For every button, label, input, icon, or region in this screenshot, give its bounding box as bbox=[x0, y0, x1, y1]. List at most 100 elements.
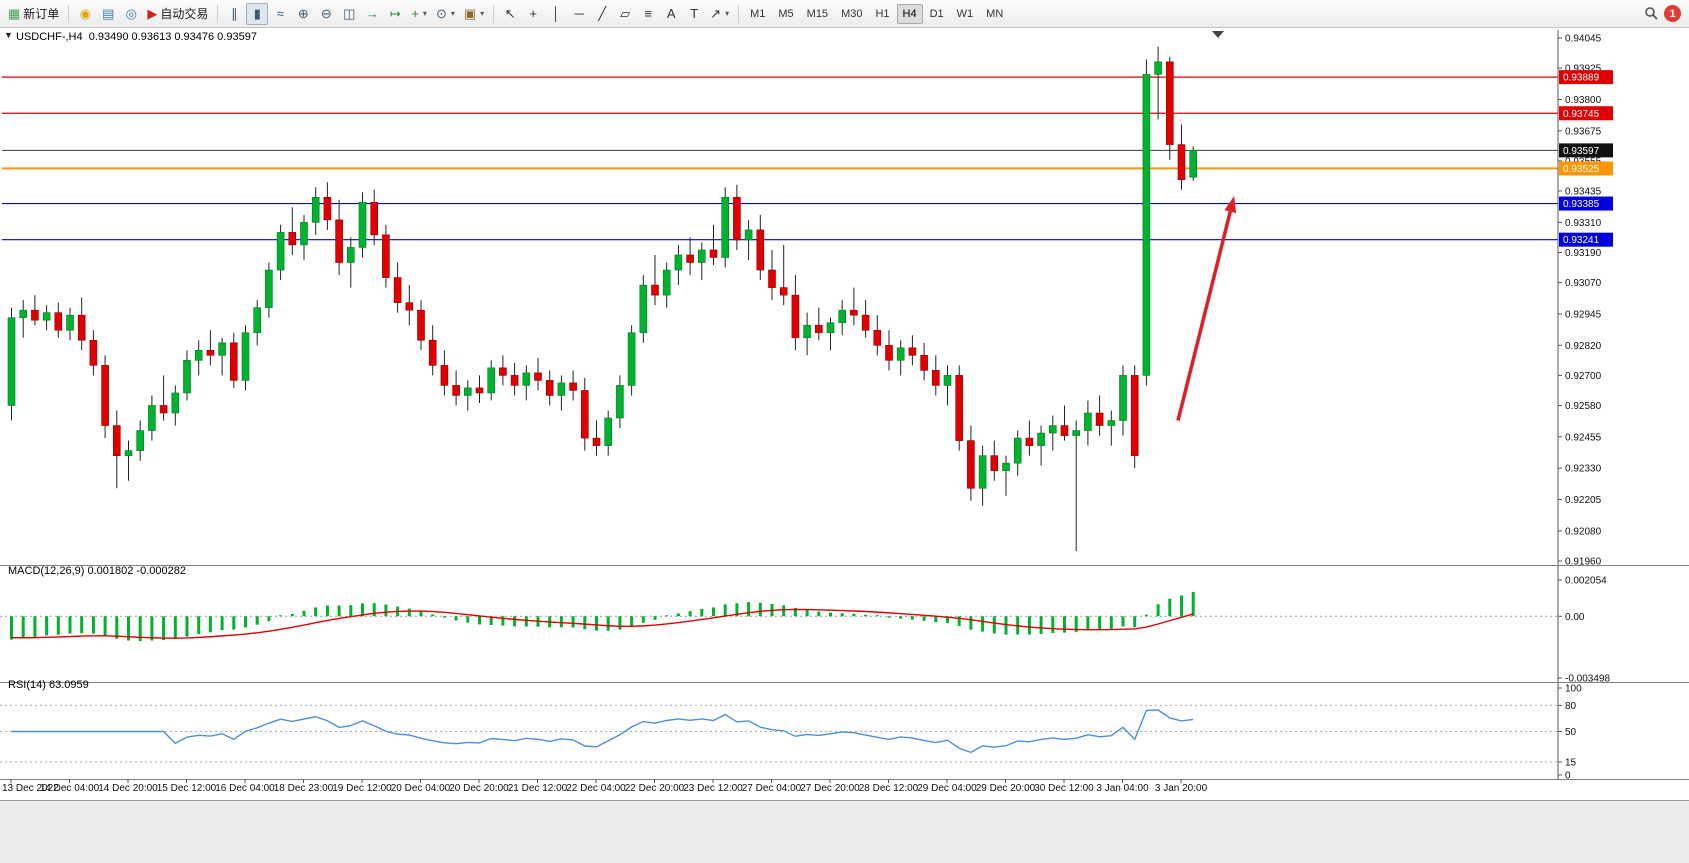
line-chart-button[interactable]: ≈ bbox=[269, 3, 291, 25]
candle-body bbox=[1049, 425, 1057, 434]
candlestick-chart-button[interactable]: ▮ bbox=[246, 2, 269, 25]
timeframe-h1-button[interactable]: H1 bbox=[875, 7, 890, 20]
workspace-background bbox=[0, 800, 1689, 863]
channel-button[interactable]: ▱ bbox=[614, 3, 636, 25]
text-icon: A bbox=[666, 6, 676, 21]
notification-badge[interactable]: 1 bbox=[1664, 5, 1681, 22]
candle-body bbox=[77, 314, 86, 341]
timeframe-m30-button[interactable]: M30 bbox=[841, 7, 863, 20]
timeframe-m5-button[interactable]: M5 bbox=[778, 7, 794, 20]
vertical-line-button[interactable]: │ bbox=[545, 3, 567, 25]
candle-body bbox=[7, 317, 16, 406]
new-order-button[interactable]: ▦ 新订单 bbox=[4, 3, 63, 25]
time-axis-label: 29 Dec 20:00 bbox=[976, 783, 1036, 794]
templates-button[interactable]: ▣ ▾ bbox=[460, 3, 488, 25]
price-axis-tick: 0.92945 bbox=[1565, 309, 1602, 320]
zoom-out-button[interactable]: ⊖ bbox=[315, 3, 337, 25]
periods-button[interactable]: ⊙ ▾ bbox=[432, 3, 459, 25]
candle-body bbox=[393, 277, 402, 303]
auto-scroll-button[interactable]: → bbox=[361, 3, 383, 25]
price-axis-tick: 0.92330 bbox=[1565, 464, 1602, 475]
candle-body bbox=[31, 309, 39, 321]
candle-body bbox=[311, 196, 320, 223]
candle-body bbox=[346, 247, 355, 263]
time-axis-label: 29 Dec 04:00 bbox=[917, 783, 977, 794]
timeframe-m1-button[interactable]: M1 bbox=[750, 7, 766, 20]
horizontal-lines bbox=[2, 76, 1558, 241]
order-form-icon: ▦ bbox=[8, 6, 21, 21]
vertical-line-icon: │ bbox=[552, 6, 561, 21]
candle-body bbox=[592, 437, 601, 446]
bar-chart-button[interactable]: ∥ bbox=[223, 3, 245, 25]
timeframe-mn-button[interactable]: MN bbox=[986, 7, 1004, 20]
tile-windows-button[interactable]: ◫ bbox=[338, 3, 360, 25]
candle-body bbox=[955, 375, 964, 441]
candle-body bbox=[721, 196, 730, 258]
candle-body bbox=[604, 417, 613, 446]
candle-body bbox=[1130, 375, 1139, 456]
chart-background[interactable] bbox=[0, 28, 1689, 800]
rsi-axis-tick: 100 bbox=[1565, 684, 1582, 695]
label-icon: T bbox=[690, 6, 699, 21]
autotrading-button[interactable]: ▶ 自动交易 bbox=[143, 3, 212, 25]
one-click-trading-toggle[interactable]: ▼ bbox=[4, 30, 13, 40]
candlestick-icon: ▮ bbox=[253, 6, 261, 21]
trendline-button[interactable]: ╱ bbox=[591, 3, 613, 25]
tile-windows-icon: ◫ bbox=[343, 6, 356, 21]
crosshair-button[interactable]: + bbox=[522, 3, 544, 25]
rsi-axis-tick: 15 bbox=[1565, 757, 1577, 768]
chart-shift-marker[interactable] bbox=[1212, 31, 1224, 38]
chart-canvas[interactable]: 0.940450.939250.938000.936750.935550.934… bbox=[0, 28, 1689, 863]
time-axis-label: 3 Jan 04:00 bbox=[1096, 783, 1149, 794]
candle-body bbox=[627, 332, 636, 386]
arrows-button[interactable]: ↗ ▾ bbox=[706, 3, 733, 25]
zoom-in-button[interactable]: ⊕ bbox=[292, 3, 314, 25]
candle-body bbox=[896, 347, 905, 361]
fibonacci-icon: ≡ bbox=[644, 6, 652, 21]
timeframe-h4-button[interactable]: H4 bbox=[896, 3, 923, 24]
timeframe-d1-button[interactable]: D1 bbox=[929, 7, 944, 20]
search-button[interactable] bbox=[1640, 3, 1663, 25]
indicators-button[interactable]: + ▾ bbox=[407, 3, 431, 25]
cursor-button[interactable]: ↖ bbox=[499, 3, 521, 25]
candle-body bbox=[148, 405, 156, 431]
candle-body bbox=[218, 342, 226, 356]
text-button[interactable]: A bbox=[660, 3, 682, 25]
label-button[interactable]: T bbox=[683, 3, 705, 25]
zoom-in-icon: ⊕ bbox=[297, 6, 309, 21]
candle-body bbox=[276, 232, 285, 271]
svg-text:0.93385: 0.93385 bbox=[1563, 199, 1600, 210]
candle-body bbox=[967, 440, 975, 489]
timeframe-m15-button[interactable]: M15 bbox=[806, 7, 829, 20]
candle-body bbox=[908, 347, 917, 356]
time-axis-label: 28 Dec 12:00 bbox=[859, 783, 919, 794]
resistance-line-2-tag: 0.93745 bbox=[1559, 106, 1613, 121]
community-button[interactable]: ◎ bbox=[120, 3, 142, 25]
candle-body bbox=[1142, 74, 1151, 376]
candle-body bbox=[978, 455, 987, 489]
candle-body bbox=[569, 382, 577, 391]
rsi-line bbox=[11, 709, 1194, 754]
candle-body bbox=[159, 405, 168, 414]
alerts-button[interactable]: ◉ bbox=[74, 3, 96, 25]
time-axis-label: 20 Dec 20:00 bbox=[449, 783, 509, 794]
candle-body bbox=[1002, 462, 1010, 471]
market-watch-button[interactable]: ▤ bbox=[97, 3, 119, 25]
trend-arrow-annotation[interactable] bbox=[1176, 196, 1237, 421]
chart-window[interactable]: 0.940450.939250.938000.936750.935550.934… bbox=[0, 28, 1689, 863]
chart-shift-button[interactable]: ↦ bbox=[384, 3, 406, 25]
rsi-axis-tick: 80 bbox=[1565, 701, 1577, 712]
svg-text:0.93525: 0.93525 bbox=[1563, 164, 1600, 175]
bar-chart-icon: ∥ bbox=[231, 6, 238, 21]
fibonacci-button[interactable]: ≡ bbox=[637, 3, 659, 25]
autotrading-button-label: 自动交易 bbox=[160, 7, 209, 21]
candle-body bbox=[417, 309, 425, 341]
candle-body bbox=[662, 269, 671, 296]
horizontal-line-button[interactable]: ─ bbox=[568, 3, 590, 25]
time-axis-label: 14 Dec 20:00 bbox=[98, 783, 158, 794]
timeframe-w1-button[interactable]: W1 bbox=[956, 7, 974, 20]
candle-body bbox=[66, 314, 74, 331]
candle-body bbox=[323, 196, 332, 221]
candle-body bbox=[1177, 144, 1186, 181]
